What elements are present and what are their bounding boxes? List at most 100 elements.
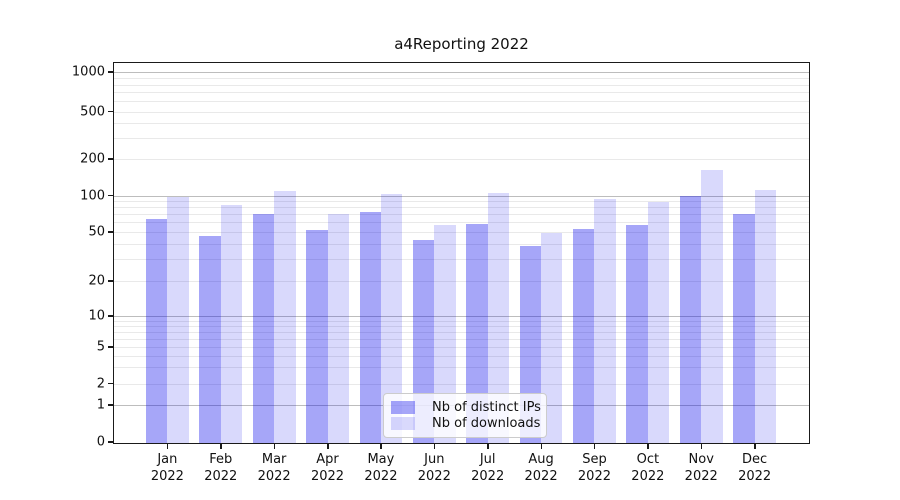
x-tick-label: Dec 2022 (738, 452, 772, 484)
y-tick-mark (108, 71, 113, 73)
minor-gridline (114, 222, 809, 224)
x-tick-mark (220, 444, 222, 449)
bar-distinct-ips-mar (252, 213, 275, 443)
y-tick-label: 1000 (71, 64, 105, 80)
y-tick-mark (108, 231, 113, 233)
y-tick-label: 1 (96, 397, 105, 413)
bar-downloads-mar (274, 191, 296, 443)
plot-canvas (114, 63, 809, 443)
y-tick-label: 5 (96, 339, 105, 355)
bar-downloads-feb (220, 204, 243, 443)
bar-distinct-ips-nov (679, 196, 702, 443)
legend-swatch-downloads (391, 417, 415, 430)
x-tick-mark (327, 444, 329, 449)
minor-gridline (114, 367, 809, 369)
y-tick-label: 200 (80, 151, 105, 167)
legend-label-downloads: Nb of downloads (432, 416, 541, 431)
y-tick-mark (108, 110, 113, 113)
minor-gridline (114, 325, 809, 327)
y-tick-mark (108, 404, 113, 406)
x-tick-mark (700, 444, 703, 449)
x-tick-mark (647, 444, 649, 449)
x-tick-label: Mar 2022 (257, 452, 291, 484)
minor-gridline (114, 84, 809, 86)
minor-gridline (114, 92, 809, 94)
minor-gridline (114, 280, 809, 282)
x-tick-mark (433, 444, 436, 449)
x-tick-label: Sep 2022 (577, 452, 611, 484)
y-tick-label: 500 (80, 104, 105, 119)
x-tick-label: Apr 2022 (310, 452, 345, 484)
minor-gridline (114, 201, 809, 203)
x-tick-label: Oct 2022 (631, 452, 665, 484)
legend-item-distinct-ips: Nb of distinct IPs (391, 400, 541, 415)
y-tick-mark (108, 194, 113, 197)
y-tick-label: 100 (80, 188, 105, 204)
bar-downloads-jan (167, 196, 189, 443)
bar-distinct-ips-jun (412, 239, 435, 443)
x-tick-label: Jun 2022 (417, 452, 451, 484)
y-tick-mark (108, 382, 113, 385)
major-gridline (114, 72, 809, 74)
bar-distinct-ips-may (359, 211, 381, 443)
y-tick-label: 10 (88, 308, 105, 324)
bar-downloads-nov (701, 170, 723, 443)
bar-distinct-ips-dec (733, 213, 755, 443)
bar-downloads-may (380, 194, 403, 443)
minor-gridline (114, 243, 809, 245)
bar-downloads-aug (541, 233, 563, 443)
x-tick-label: Jan 2022 (150, 452, 184, 484)
legend-item-downloads: Nb of downloads (391, 416, 541, 431)
minor-gridline (114, 111, 809, 113)
minor-gridline (114, 137, 809, 139)
y-tick-mark (108, 280, 113, 282)
minor-gridline (114, 78, 809, 80)
minor-gridline (114, 158, 809, 160)
bar-downloads-apr (327, 213, 349, 443)
minor-gridline (114, 207, 809, 209)
bar-downloads-sep (594, 198, 616, 443)
x-tick-mark (380, 444, 382, 449)
y-tick-label: 20 (88, 273, 105, 289)
minor-gridline (114, 331, 809, 333)
legend-label-distinct-ips: Nb of distinct IPs (432, 400, 541, 415)
y-tick-label: 0 (96, 434, 105, 450)
bar-distinct-ips-jul (466, 224, 488, 443)
bar-distinct-ips-sep (573, 229, 595, 443)
bar-downloads-oct (647, 201, 670, 443)
bar-downloads-jun (434, 225, 456, 443)
x-tick-mark (754, 444, 756, 449)
bar-distinct-ips-feb (199, 236, 221, 443)
x-tick-label: May 2022 (364, 452, 398, 484)
major-gridline (114, 315, 809, 317)
y-tick-mark (108, 441, 113, 443)
minor-gridline (114, 123, 809, 125)
plot-area: Nb of distinct IPs Nb of downloads Jan 20… (72, 62, 810, 484)
chart-legend: Nb of distinct IPs Nb of downloads (383, 393, 547, 438)
bar-distinct-ips-jan (145, 218, 168, 443)
y-tick-mark (108, 315, 113, 317)
minor-gridline (114, 383, 809, 385)
minor-gridline (114, 259, 809, 261)
x-tick-label: Jul 2022 (471, 452, 505, 484)
minor-gridline (114, 232, 809, 234)
y-tick-mark (108, 346, 113, 348)
x-tick-mark (540, 444, 543, 449)
minor-gridline (114, 346, 809, 348)
minor-gridline (114, 214, 809, 216)
minor-gridline (114, 101, 809, 103)
x-tick-mark (593, 444, 596, 449)
chart-title: a4Reporting 2022 (394, 35, 529, 53)
minor-gridline (114, 338, 809, 340)
major-gridline (114, 195, 809, 197)
minor-gridline (114, 320, 809, 322)
x-tick-mark (273, 444, 276, 449)
x-tick-label: Aug 2022 (524, 452, 558, 484)
y-tick-label: 2 (96, 376, 105, 392)
x-tick-mark (487, 444, 489, 449)
bar-downloads-jul (487, 193, 510, 443)
x-tick-label: Feb 2022 (204, 452, 238, 484)
legend-swatch-distinct-ips (391, 401, 415, 414)
bar-distinct-ips-oct (626, 225, 648, 443)
